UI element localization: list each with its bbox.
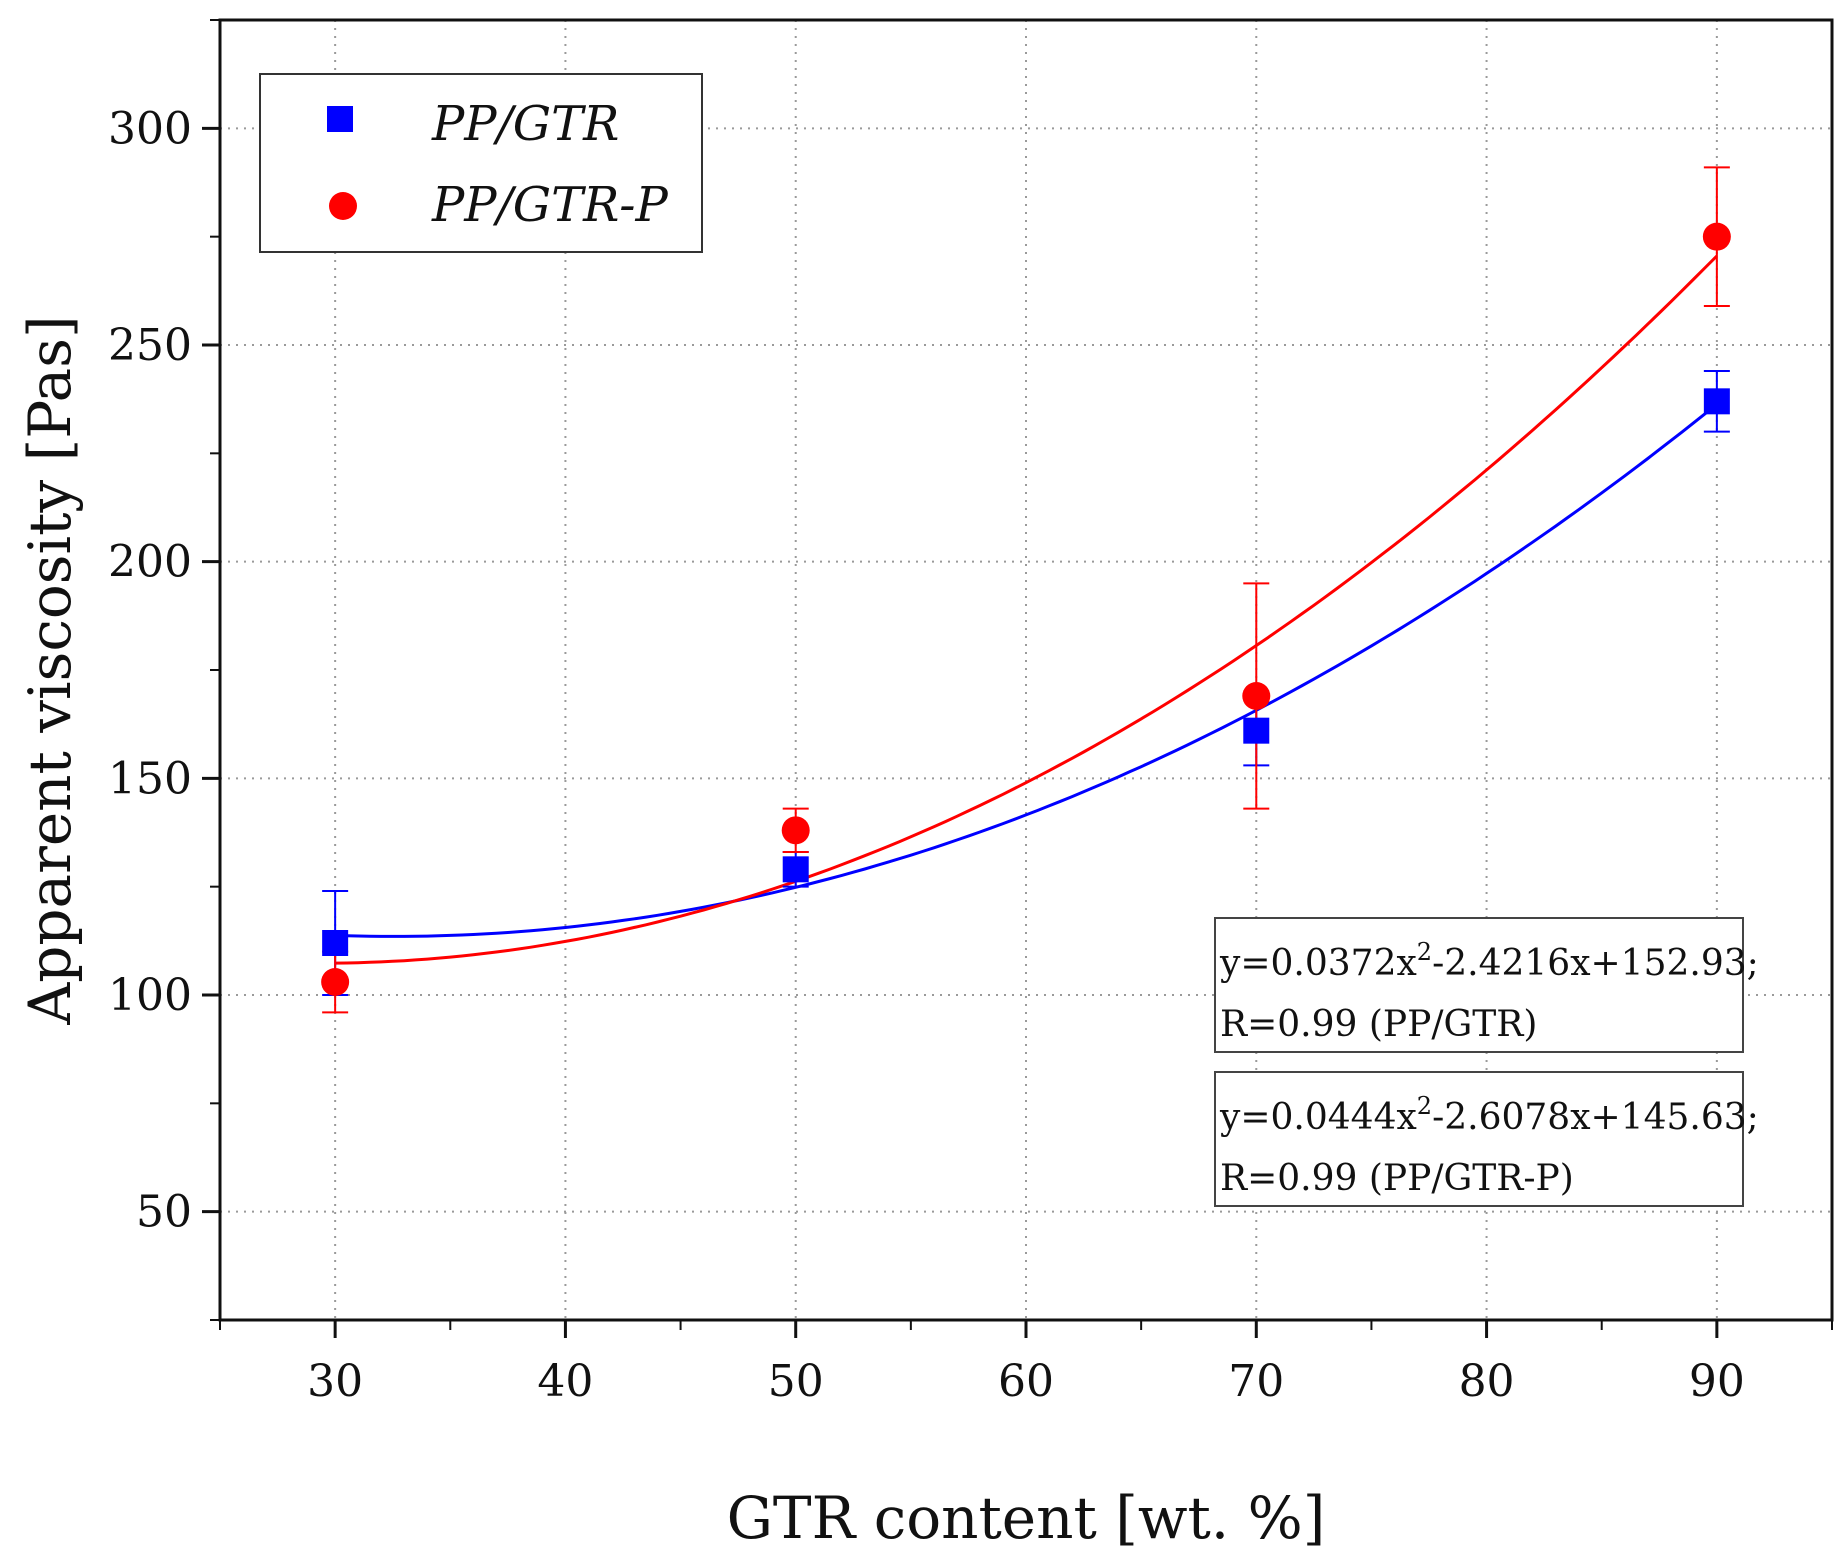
legend-box [259,73,703,253]
equation-text-a: y=0.0372x [1219,943,1417,984]
equation-superscript: 2 [1417,1092,1432,1120]
x-tick-label: 40 [537,1356,593,1407]
legend-marker-pp-gtr [327,106,353,132]
x-tick-label: 50 [768,1356,824,1407]
fit-curve-pp-gtr [335,403,1718,938]
equation-text-b: -2.4216x+152.93; [1432,943,1759,984]
x-axis-title: GTR content [wt. %] [727,1484,1326,1552]
equation-box-pp-gtr-p: y=0.0444x2-2.6078x+145.63; R=0.99 (PP/GT… [1214,1071,1759,1207]
data-point-pp-gtr-p [321,968,350,996]
x-tick-label: 80 [1459,1356,1515,1407]
equation-line-2: R=0.99 (PP/GTR-P) [1220,1158,1574,1199]
data-point-pp-gtr [1703,388,1730,415]
equation-superscript: 2 [1417,938,1432,966]
y-tick-label: 200 [108,537,192,588]
y-axis-title: Apparent viscosity [Pas] [16,315,84,1025]
legend-label-pp-gtr: PP/GTR [431,96,619,152]
y-tick-label: 100 [108,970,192,1021]
y-tick-label: 150 [108,753,192,804]
equation-box-pp-gtr: y=0.0372x2-2.4216x+152.93; R=0.99 (PP/GT… [1214,917,1759,1053]
tick-layer: 30 40 50 60 70 80 90 50 100 150 200 250 300 [108,19,1833,1407]
data-point-pp-gtr [782,856,809,883]
data-point-pp-gtr [1243,717,1270,744]
point-layer [321,166,1731,1014]
equation-line-2: R=0.99 (PP/GTR) [1220,1004,1537,1045]
x-tick-label: 90 [1689,1356,1745,1407]
equation-box-frame [1214,917,1744,1053]
data-point-pp-gtr-p [781,816,810,845]
x-tick-label: 70 [1228,1356,1284,1407]
equation-text-a: y=0.0444x [1219,1097,1417,1138]
legend-label-pp-gtr-p: PP/GTR-P [431,177,668,233]
equation-text-b: -2.6078x+145.63; [1432,1097,1759,1138]
data-point-pp-gtr [322,930,349,956]
equation-line-1: y=0.0372x2-2.4216x+152.93; [1219,938,1759,984]
data-point-pp-gtr-p [1702,222,1731,251]
y-tick-label: 50 [136,1187,192,1238]
equation-box-frame [1214,1071,1744,1207]
x-tick-label: 60 [998,1356,1054,1407]
fit-layer [335,254,1718,965]
data-point-pp-gtr-p [1242,682,1271,710]
x-tick-label: 30 [307,1356,363,1407]
fit-curve-pp-gtr-p [335,254,1718,965]
legend-marker-pp-gtr-p [329,192,357,220]
y-tick-label: 300 [108,103,192,154]
legend: PP/GTR PP/GTR-P [259,73,703,253]
equation-line-1: y=0.0444x2-2.6078x+145.63; [1219,1092,1759,1138]
y-tick-label: 250 [108,320,192,371]
